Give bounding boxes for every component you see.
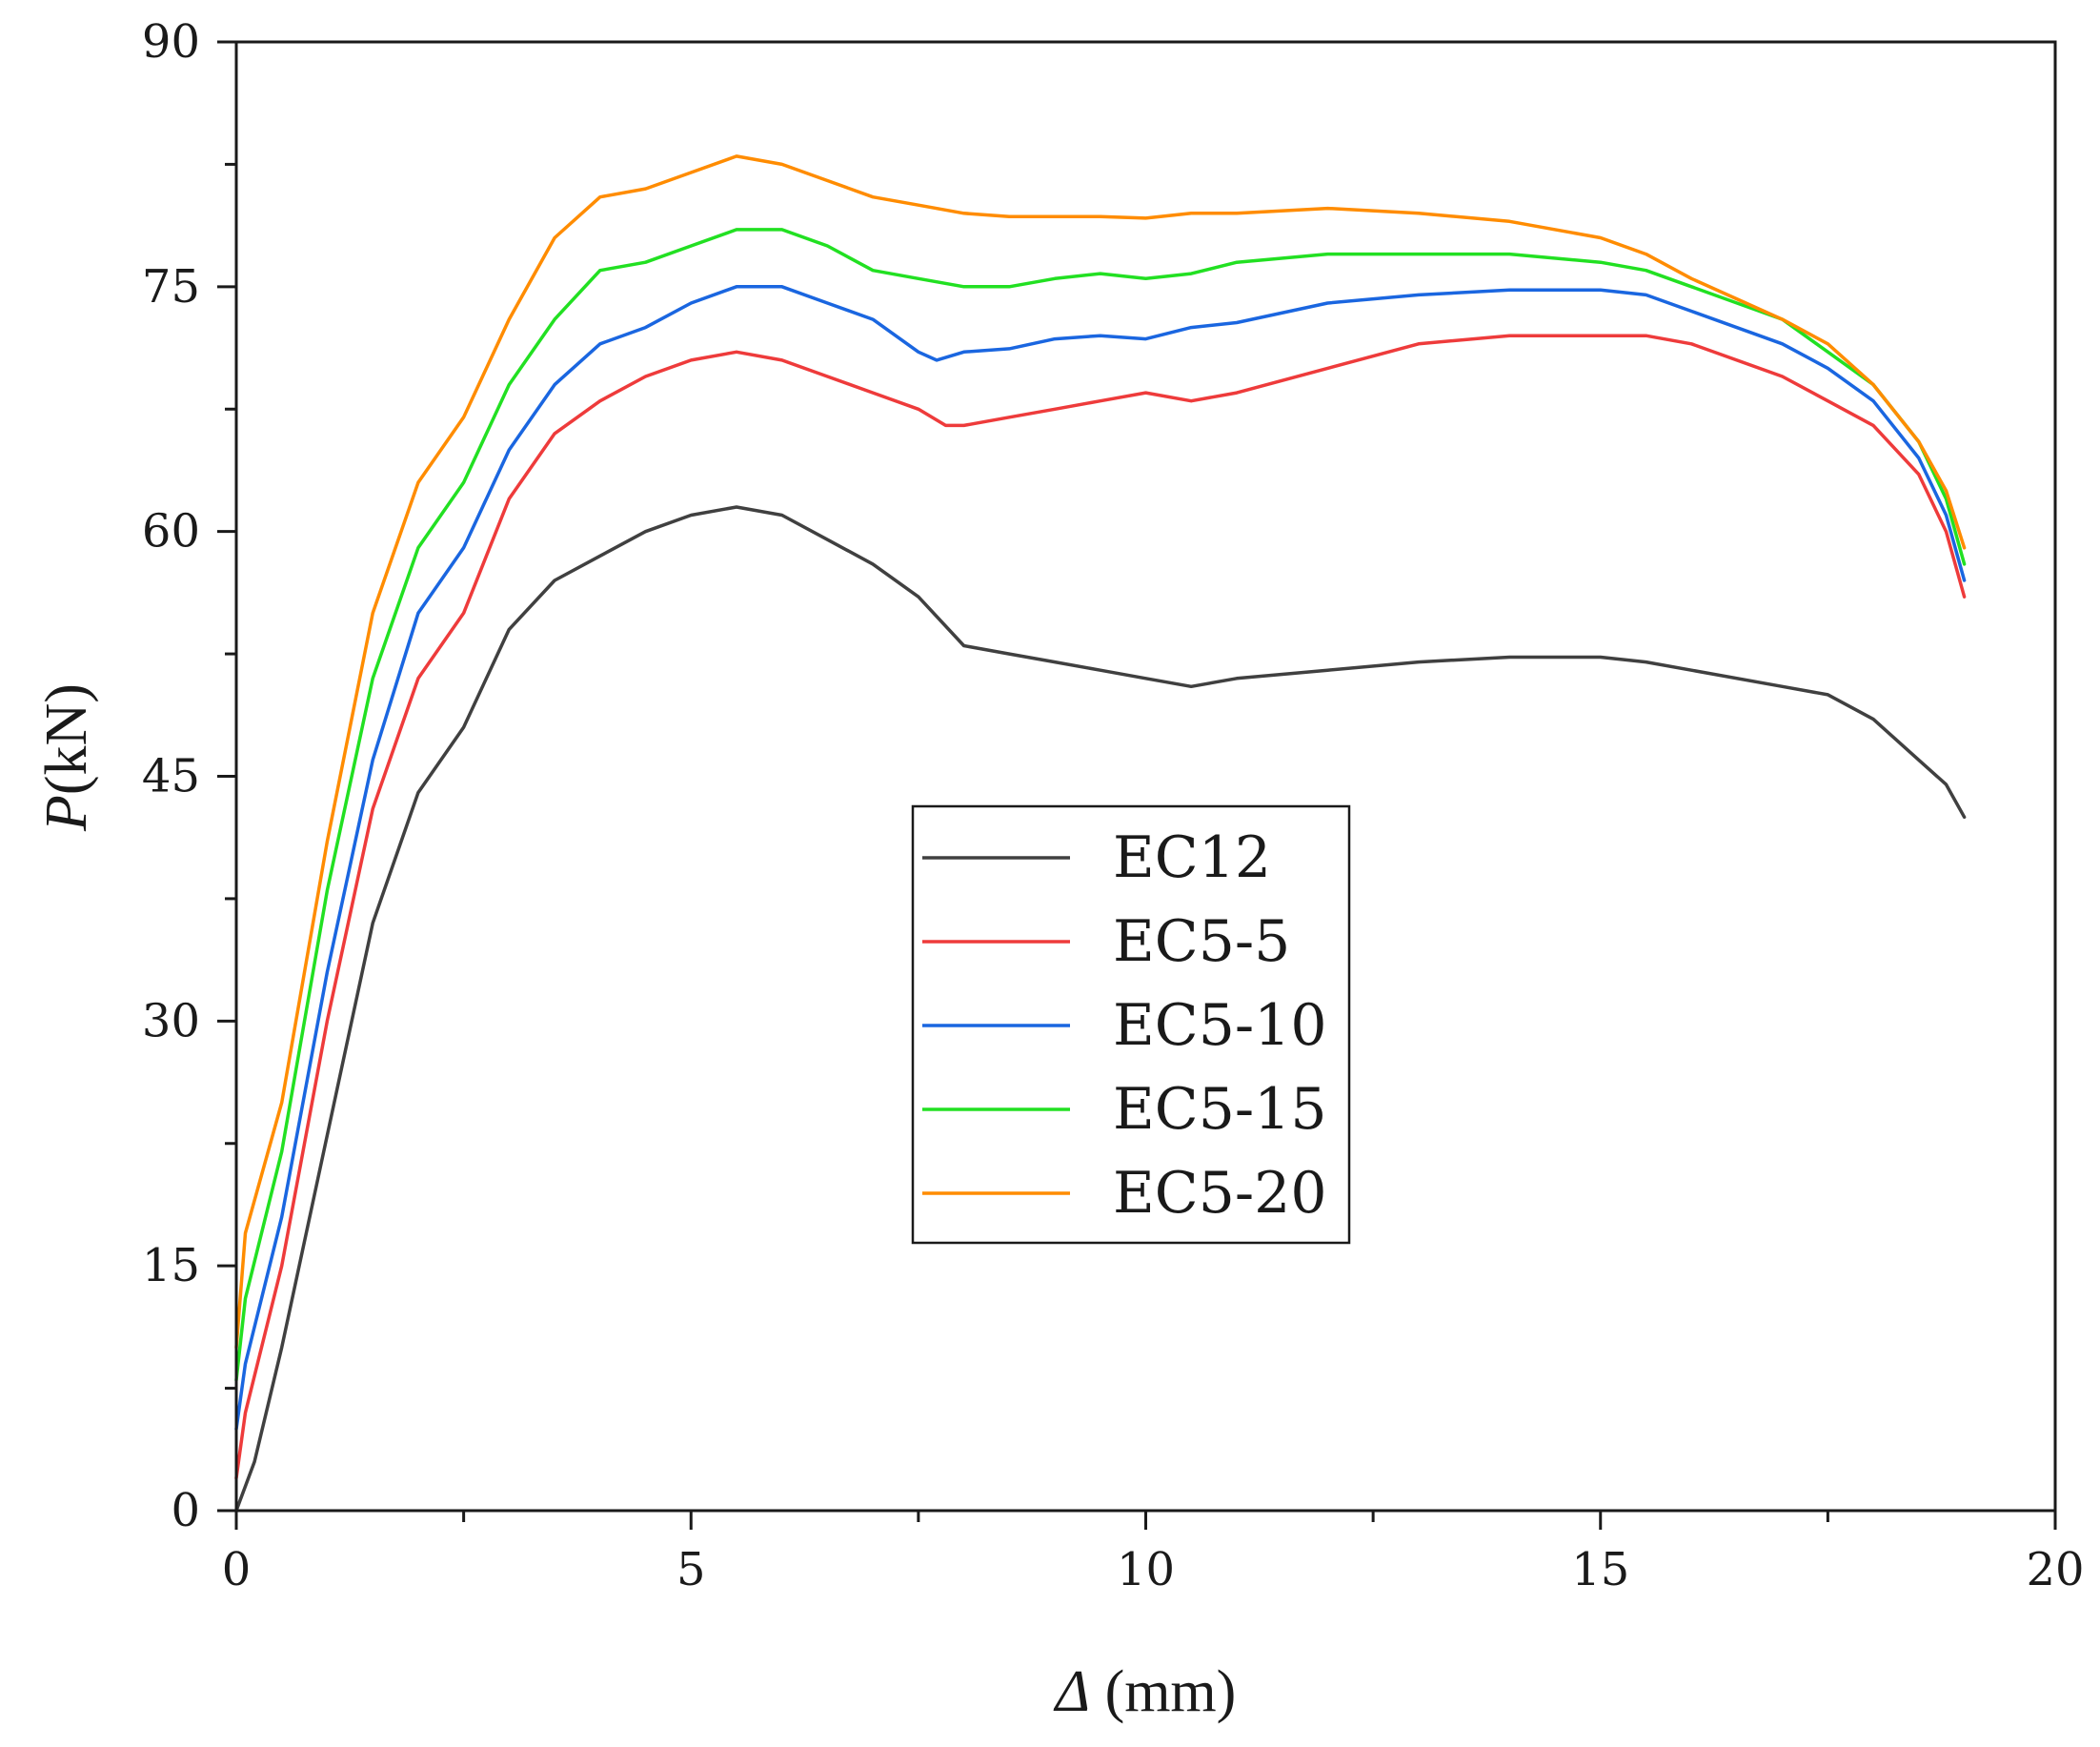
series-line-ec5-5 (234, 334, 1967, 1480)
x-axis-unit: (mm) (1090, 1659, 1236, 1724)
x-axis-symbol: Δ (1053, 1659, 1090, 1724)
y-axis-symbol: P (34, 795, 99, 832)
series-line-ec5-20 (234, 154, 1967, 1350)
x-tick-label: 15 (1571, 1543, 1629, 1596)
legend-label-ec5-20: EC5-20 (1113, 1160, 1327, 1227)
legend-label-ec5-5: EC5-5 (1113, 908, 1290, 975)
legend-label-ec12: EC12 (1113, 824, 1271, 891)
series-line-ec5-15 (234, 228, 1967, 1382)
y-tick-label: 75 (142, 260, 200, 314)
legend-label-ec5-10: EC5-10 (1113, 992, 1327, 1059)
legend-label-ec5-15: EC5-15 (1113, 1076, 1327, 1143)
x-tick-label: 20 (2026, 1543, 2084, 1596)
tick-layer (217, 40, 2057, 1530)
y-tick-label: 30 (142, 994, 200, 1047)
y-tick-label: 0 (171, 1484, 200, 1537)
y-axis-unit: (kN) (34, 683, 99, 795)
x-tick-label: 5 (676, 1543, 706, 1596)
series-layer (234, 154, 1967, 1513)
x-tick-label: 0 (222, 1543, 252, 1596)
x-axis-title: Δ (mm) (1053, 1659, 1237, 1724)
tick-label-layer: 0 5 10 15 20 0 15 30 45 60 75 90 (142, 15, 2085, 1596)
y-tick-label: 15 (142, 1239, 200, 1292)
series-line-ec5-10 (234, 285, 1967, 1432)
y-axis-title: P(kN) (34, 683, 99, 832)
x-tick-label: 10 (1117, 1543, 1175, 1596)
y-tick-label: 90 (142, 15, 200, 69)
legend: EC12 EC5-5 EC5-10 EC5-15 EC5-20 (911, 804, 1351, 1245)
y-tick-label: 60 (142, 505, 200, 559)
y-tick-label: 45 (142, 750, 200, 803)
series-line-ec12 (234, 505, 1967, 1513)
